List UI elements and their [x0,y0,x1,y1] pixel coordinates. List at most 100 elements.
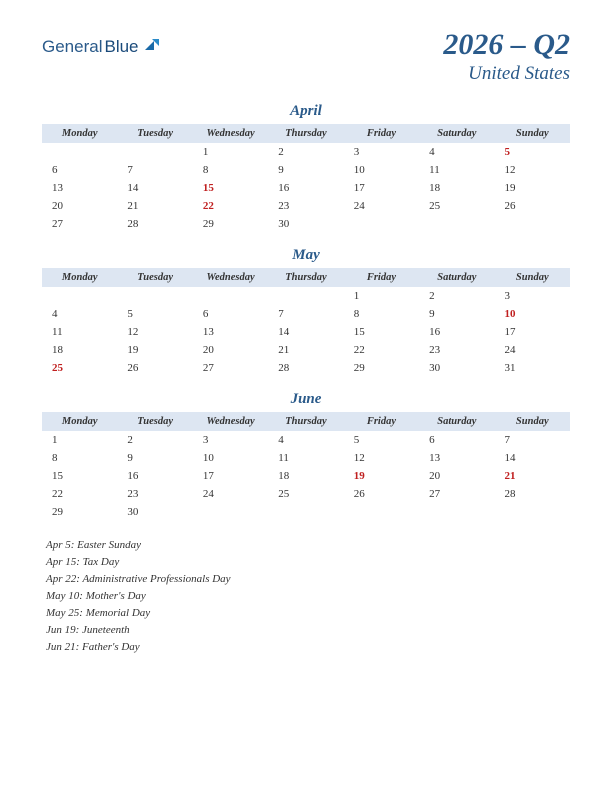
weekday-header: Friday [344,124,419,143]
calendar-day-cell: 16 [419,323,494,341]
calendar-day-cell [193,287,268,305]
calendar-day-cell: 22 [42,485,117,503]
calendar-day-cell: 20 [419,467,494,485]
holiday-entry: Apr 22: Administrative Professionals Day [46,571,570,588]
calendar-week-row: 20212223242526 [42,197,570,215]
calendar-day-cell [419,215,494,233]
calendar-day-cell: 15 [344,323,419,341]
calendar-day-cell: 21 [268,341,343,359]
weekday-header: Saturday [419,412,494,431]
weekday-header: Saturday [419,268,494,287]
calendar-day-cell: 12 [344,449,419,467]
calendar-day-cell: 23 [268,197,343,215]
calendar-day-cell: 30 [419,359,494,377]
calendar-day-cell [117,287,192,305]
calendar-day-cell: 5 [117,305,192,323]
calendar-day-cell: 3 [495,287,570,305]
calendar-day-cell: 13 [419,449,494,467]
calendar-day-cell: 1 [344,287,419,305]
calendar-day-cell: 25 [419,197,494,215]
calendar-day-cell: 5 [344,431,419,449]
calendar-day-cell: 4 [268,431,343,449]
calendar-day-cell: 2 [419,287,494,305]
calendar-day-cell: 22 [193,197,268,215]
calendar-table: MondayTuesdayWednesdayThursdayFridaySatu… [42,412,570,521]
logo-text-general: General [42,37,102,57]
calendar-day-cell: 11 [42,323,117,341]
calendar-day-cell: 8 [344,305,419,323]
calendar-day-cell: 2 [117,431,192,449]
weekday-header: Wednesday [193,268,268,287]
weekday-header: Tuesday [117,124,192,143]
calendar-day-cell: 30 [268,215,343,233]
weekday-header: Thursday [268,268,343,287]
calendar-day-cell [344,215,419,233]
calendar-day-cell: 26 [117,359,192,377]
calendar-day-cell: 16 [268,179,343,197]
calendar-page: GeneralBlue 2026 – Q2 United States Apri… [0,0,612,676]
calendar-day-cell: 24 [193,485,268,503]
months-container: AprilMondayTuesdayWednesdayThursdayFrida… [42,103,570,521]
calendar-day-cell: 15 [193,179,268,197]
weekday-header: Monday [42,268,117,287]
calendar-day-cell: 25 [268,485,343,503]
calendar-week-row: 15161718192021 [42,467,570,485]
weekday-header: Sunday [495,268,570,287]
calendar-day-cell: 14 [268,323,343,341]
weekday-header: Sunday [495,124,570,143]
calendar-day-cell: 7 [117,161,192,179]
calendar-week-row: 22232425262728 [42,485,570,503]
calendar-day-cell: 1 [42,431,117,449]
calendar-day-cell: 10 [193,449,268,467]
calendar-day-cell [268,287,343,305]
calendar-day-cell: 29 [193,215,268,233]
month-name: April [42,103,570,120]
calendar-day-cell: 19 [344,467,419,485]
page-header: GeneralBlue 2026 – Q2 United States [42,28,570,85]
calendar-day-cell: 21 [495,467,570,485]
holiday-entry: May 10: Mother's Day [46,588,570,605]
logo-arrow-icon [144,36,160,57]
calendar-day-cell: 21 [117,197,192,215]
month-name: June [42,391,570,408]
calendar-day-cell: 6 [42,161,117,179]
calendar-day-cell: 6 [419,431,494,449]
calendar-day-cell: 12 [495,161,570,179]
calendar-day-cell [344,503,419,521]
calendar-day-cell: 9 [117,449,192,467]
calendar-day-cell: 23 [419,341,494,359]
calendar-week-row: 11121314151617 [42,323,570,341]
holiday-entry: Apr 15: Tax Day [46,554,570,571]
month-block: AprilMondayTuesdayWednesdayThursdayFrida… [42,103,570,233]
holidays-list: Apr 5: Easter SundayApr 15: Tax DayApr 2… [42,537,570,656]
calendar-week-row: 27282930 [42,215,570,233]
calendar-day-cell [419,503,494,521]
calendar-day-cell: 31 [495,359,570,377]
page-subtitle: United States [443,63,570,85]
calendar-day-cell: 2 [268,143,343,161]
weekday-header: Thursday [268,412,343,431]
weekday-header: Saturday [419,124,494,143]
calendar-day-cell [42,143,117,161]
calendar-day-cell [495,215,570,233]
calendar-day-cell: 5 [495,143,570,161]
calendar-day-cell: 19 [117,341,192,359]
calendar-day-cell [268,503,343,521]
weekday-header: Friday [344,412,419,431]
calendar-day-cell: 12 [117,323,192,341]
calendar-day-cell: 9 [268,161,343,179]
calendar-day-cell [42,287,117,305]
calendar-day-cell [495,503,570,521]
calendar-day-cell: 24 [495,341,570,359]
page-title: 2026 – Q2 [443,28,570,61]
calendar-day-cell: 1 [193,143,268,161]
holiday-entry: Jun 21: Father's Day [46,639,570,656]
holiday-entry: Jun 19: Juneteenth [46,622,570,639]
calendar-week-row: 891011121314 [42,449,570,467]
calendar-week-row: 45678910 [42,305,570,323]
calendar-day-cell: 20 [193,341,268,359]
holiday-entry: Apr 5: Easter Sunday [46,537,570,554]
calendar-week-row: 25262728293031 [42,359,570,377]
weekday-header: Thursday [268,124,343,143]
calendar-day-cell: 8 [193,161,268,179]
